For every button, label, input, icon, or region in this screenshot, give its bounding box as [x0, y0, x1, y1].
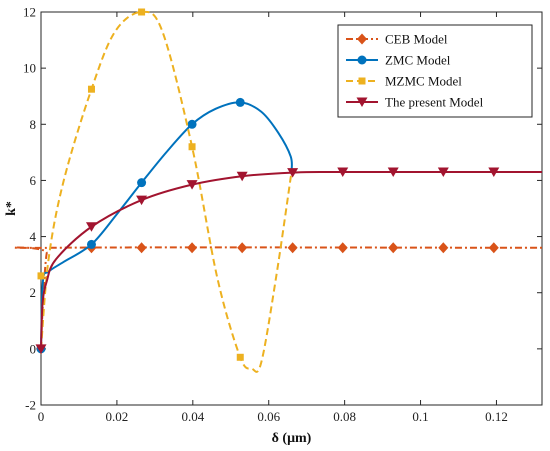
marker-ceb-model	[237, 242, 247, 253]
series-mzmc-model	[38, 9, 292, 372]
y-tick-label: 8	[30, 117, 37, 132]
x-tick-label: 0.04	[181, 409, 204, 424]
legend-label-zmc-model: ZMC Model	[385, 53, 451, 68]
y-tick-label: -2	[25, 398, 36, 413]
y-tick-label: 6	[30, 173, 37, 188]
marker-ceb-model	[489, 242, 499, 253]
marker-ceb-model	[338, 242, 348, 253]
marker-mzmc-model	[38, 272, 45, 279]
y-tick-label: 10	[23, 61, 36, 76]
legend-marker-mzmc-model	[359, 78, 366, 85]
marker-ceb-model	[187, 242, 197, 253]
marker-mzmc-model	[237, 354, 244, 361]
legend-marker-zmc-model	[358, 56, 367, 65]
marker-mzmc-model	[138, 9, 145, 16]
x-axis-title: δ (μm)	[272, 431, 312, 446]
marker-zmc-model	[188, 120, 197, 129]
y-tick-label: 0	[30, 341, 37, 356]
legend: CEB Model ZMC Model MZMC Model The present …	[338, 25, 532, 117]
y-tick-label: 4	[30, 229, 37, 244]
series-ceb-model	[15, 242, 542, 354]
marker-zmc-model	[137, 178, 146, 187]
x-tick-label: 0.1	[412, 409, 428, 424]
marker-the-present-model	[136, 196, 147, 206]
x-tick-label: 0.12	[485, 409, 508, 424]
marker-ceb-model	[438, 242, 448, 253]
x-tick-label: 0.08	[333, 409, 356, 424]
y-tick-label: 12	[23, 5, 36, 20]
marker-mzmc-model	[88, 86, 95, 93]
legend-label-ceb-model: CEB Model	[385, 32, 448, 47]
marker-ceb-model	[137, 242, 147, 253]
x-tick-label: 0.02	[106, 409, 129, 424]
marker-mzmc-model	[189, 143, 196, 150]
series-line-the-present-model	[41, 172, 542, 349]
legend-label-the-present-model: The present Model	[385, 95, 484, 110]
marker-zmc-model	[236, 98, 245, 107]
x-tick-label: 0.06	[257, 409, 280, 424]
marker-ceb-model	[388, 242, 398, 253]
x-tick-label: 0	[38, 409, 45, 424]
y-axis-title: k*	[4, 201, 19, 216]
y-tick-label: 2	[30, 285, 37, 300]
series-line-zmc-model	[41, 102, 292, 349]
series-the-present-model	[36, 168, 543, 354]
series-line-ceb-model	[15, 247, 542, 348]
series-zmc-model	[37, 98, 292, 353]
marker-ceb-model	[288, 242, 298, 253]
legend-label-mzmc-model: MZMC Model	[385, 74, 462, 89]
marker-zmc-model	[87, 240, 96, 249]
